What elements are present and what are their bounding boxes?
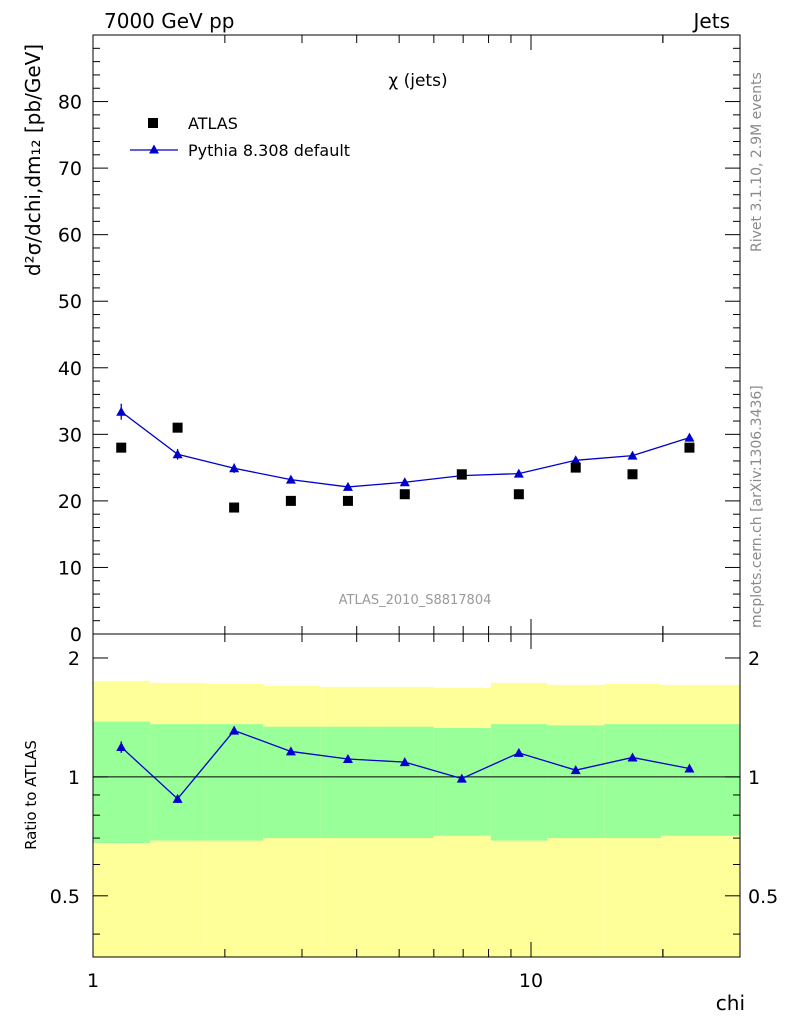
ratio-y-tick-label: 2 [68, 648, 80, 670]
y-tick-label: 50 [58, 291, 82, 313]
x-axis-label: chi [716, 991, 745, 1015]
ratio-y-tick-label: 0.5 [50, 886, 80, 908]
inner-band-bin [93, 721, 151, 844]
legend: ATLAS Pythia 8.308 default [130, 114, 350, 160]
ratio-y-tick-label-right: 0.5 [748, 886, 778, 908]
atlas-point [342, 495, 353, 506]
analysis-watermark: ATLAS_2010_S8817804 [339, 593, 492, 608]
pythia-point [229, 463, 240, 473]
y-tick-label: 60 [58, 225, 82, 247]
inner-band-bin [604, 724, 661, 839]
inner-band-bin [263, 726, 321, 839]
header-left: 7000 GeV pp [104, 9, 235, 33]
atlas-point [627, 469, 638, 480]
ratio-point [116, 742, 127, 752]
inner-band-bin [150, 724, 207, 841]
atlas-point [570, 462, 581, 473]
ratio-point [570, 765, 581, 775]
legend-atlas-label: ATLAS [188, 114, 238, 133]
legend-pythia-marker [149, 144, 159, 154]
pythia-point [570, 455, 581, 465]
y-tick-label: 30 [58, 424, 82, 446]
atlas-point [684, 442, 695, 453]
inner-band-bin [660, 724, 740, 836]
ratio-point [342, 753, 353, 763]
y-tick-label: 70 [58, 158, 82, 180]
pythia-point [513, 468, 524, 478]
ratio-point [456, 773, 467, 783]
inner-band-bin [547, 725, 605, 839]
ratio-point [513, 747, 524, 757]
ratio-y-tick-label: 1 [68, 767, 80, 789]
ratio-point [172, 793, 183, 803]
x-tick-label: 10 [519, 970, 543, 992]
pythia-point [399, 477, 410, 487]
legend-pythia-label: Pythia 8.308 default [188, 141, 350, 160]
main-y-axis-label: d²σ/dchi,dm₁₂ [pb/GeV] [21, 44, 45, 276]
ratio-axes: 1 10 0.5 0.5 1 1 2 2 [50, 634, 778, 992]
pythia-point [627, 450, 638, 460]
y-tick-label: 0 [70, 624, 82, 646]
y-tick-label: 20 [58, 491, 82, 513]
ratio-series [116, 725, 695, 803]
inner-band-bin [206, 724, 264, 841]
atlas-point [456, 469, 467, 480]
ratio-point [684, 763, 695, 773]
ratio-point [285, 746, 296, 756]
mcplots-credit-text: mcplots.cern.ch [arXiv:1306.3436] [749, 385, 765, 628]
y-tick-label: 80 [58, 92, 82, 114]
y-tick-label: 40 [58, 358, 82, 380]
header-right: Jets [692, 9, 730, 33]
ratio-y-tick-label-right: 2 [748, 648, 760, 670]
inner-band-bin [320, 726, 377, 839]
plot-title: χ (jets) [388, 71, 447, 91]
ratio-point [229, 725, 240, 735]
y-tick-label: 10 [58, 557, 82, 579]
atlas-point [285, 495, 296, 506]
ratio-point [399, 757, 410, 767]
ratio-plot-frame [92, 633, 741, 958]
pythia-point [342, 481, 353, 491]
pythia-point [285, 474, 296, 484]
atlas-point [116, 442, 127, 453]
atlas-point [172, 422, 183, 433]
ratio-y-axis-label: Ratio to ATLAS [22, 740, 40, 850]
ratio-y-tick-label-right: 1 [748, 767, 760, 789]
main-series [116, 403, 695, 513]
x-tick-label: 1 [87, 970, 99, 992]
pythia-point [172, 449, 183, 459]
ratio-point [627, 752, 638, 762]
inner-band-bin [376, 726, 434, 839]
rivet-version-text: Rivet 3.1.10, 2.9M events [749, 72, 765, 252]
pythia-series-line [120, 411, 690, 488]
legend-atlas-marker [148, 118, 158, 128]
ratio-uncertainty-bands [93, 680, 740, 957]
pythia-point [684, 432, 695, 442]
atlas-point [513, 489, 524, 500]
pythia-point [116, 406, 127, 416]
atlas-point [229, 502, 240, 513]
inner-band-bin [490, 724, 548, 841]
main-axes: 0 10 20 30 40 50 60 70 80 [58, 35, 741, 646]
atlas-point [399, 489, 410, 500]
